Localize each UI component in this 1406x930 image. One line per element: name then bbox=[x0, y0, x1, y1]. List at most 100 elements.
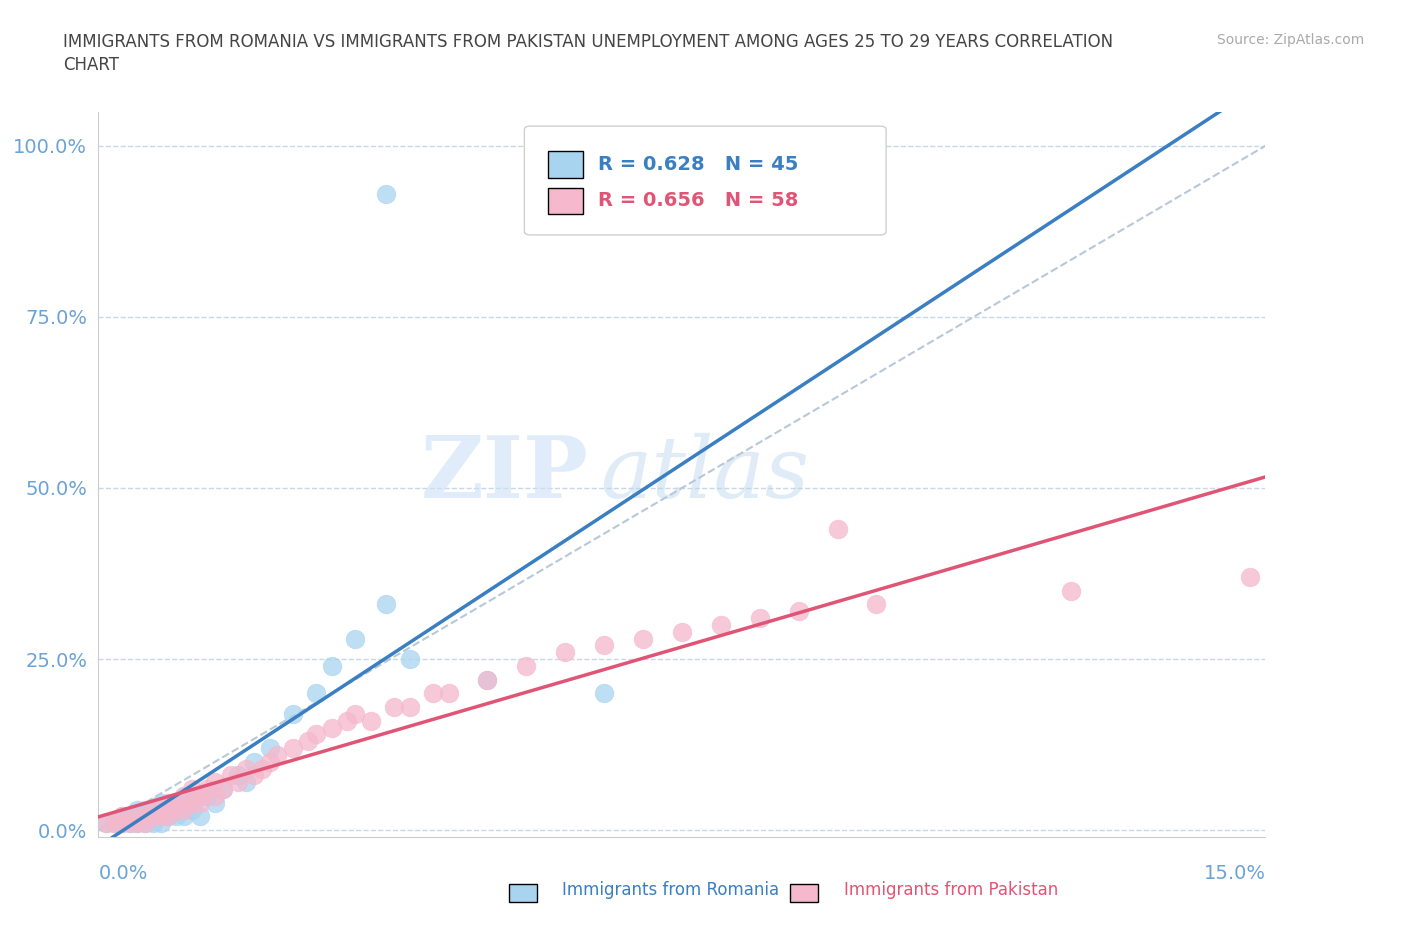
Point bbox=[344, 707, 367, 722]
FancyBboxPatch shape bbox=[548, 188, 582, 214]
Point bbox=[477, 672, 499, 687]
Text: ZIP: ZIP bbox=[420, 432, 589, 516]
Point bbox=[173, 789, 195, 804]
Point bbox=[142, 809, 165, 824]
Point bbox=[422, 685, 444, 700]
Point bbox=[250, 761, 273, 776]
Point bbox=[165, 795, 187, 810]
Point bbox=[118, 809, 141, 824]
Text: 0.0%: 0.0% bbox=[98, 864, 148, 883]
Point bbox=[165, 803, 187, 817]
Point bbox=[593, 638, 616, 653]
FancyBboxPatch shape bbox=[548, 152, 582, 178]
Text: 15.0%: 15.0% bbox=[1204, 864, 1265, 883]
Point bbox=[127, 816, 149, 830]
Point bbox=[127, 816, 149, 830]
Point bbox=[259, 754, 281, 769]
Point bbox=[375, 186, 398, 201]
Point bbox=[142, 803, 165, 817]
Point bbox=[204, 795, 226, 810]
Point bbox=[96, 816, 118, 830]
Point bbox=[173, 809, 195, 824]
Point bbox=[149, 809, 172, 824]
Point bbox=[321, 658, 343, 673]
Point bbox=[188, 789, 211, 804]
Text: Immigrants from Pakistan: Immigrants from Pakistan bbox=[844, 881, 1057, 898]
Point bbox=[111, 809, 134, 824]
Point bbox=[243, 768, 266, 783]
Point bbox=[631, 631, 654, 646]
Point bbox=[118, 816, 141, 830]
Point bbox=[336, 713, 359, 728]
Text: R = 0.656   N = 58: R = 0.656 N = 58 bbox=[598, 192, 799, 210]
Point bbox=[195, 789, 218, 804]
Point bbox=[787, 604, 810, 618]
Point bbox=[127, 803, 149, 817]
Point bbox=[188, 789, 211, 804]
Point bbox=[477, 672, 499, 687]
Point bbox=[142, 809, 165, 824]
Point bbox=[149, 795, 172, 810]
Point bbox=[1239, 569, 1261, 584]
Point bbox=[188, 809, 211, 824]
Point bbox=[134, 816, 156, 830]
Point bbox=[180, 795, 202, 810]
Point bbox=[149, 809, 172, 824]
Text: R = 0.628   N = 45: R = 0.628 N = 45 bbox=[598, 155, 799, 174]
Point bbox=[382, 699, 405, 714]
Point bbox=[103, 816, 125, 830]
Point bbox=[321, 720, 343, 735]
Point bbox=[180, 781, 202, 796]
FancyBboxPatch shape bbox=[524, 126, 886, 235]
Point bbox=[437, 685, 460, 700]
Point bbox=[710, 618, 733, 632]
Point bbox=[173, 803, 195, 817]
Point bbox=[103, 816, 125, 830]
Point bbox=[165, 795, 187, 810]
Point bbox=[134, 809, 156, 824]
Point bbox=[142, 816, 165, 830]
Point bbox=[173, 789, 195, 804]
Point bbox=[360, 713, 382, 728]
Point bbox=[111, 816, 134, 830]
Point bbox=[827, 522, 849, 537]
Point bbox=[180, 795, 202, 810]
Point bbox=[235, 775, 257, 790]
Point bbox=[228, 775, 250, 790]
Point bbox=[149, 803, 172, 817]
Point bbox=[149, 816, 172, 830]
Point bbox=[297, 734, 319, 749]
Point bbox=[134, 803, 156, 817]
Point bbox=[748, 611, 770, 626]
Point bbox=[266, 748, 288, 763]
Point bbox=[165, 809, 187, 824]
Point bbox=[212, 781, 235, 796]
Point bbox=[1060, 583, 1083, 598]
Point bbox=[344, 631, 367, 646]
Point bbox=[593, 685, 616, 700]
Text: atlas: atlas bbox=[600, 433, 810, 515]
Point bbox=[515, 658, 537, 673]
Point bbox=[118, 816, 141, 830]
Point bbox=[157, 795, 180, 810]
Point bbox=[212, 781, 235, 796]
Point bbox=[111, 809, 134, 824]
Point bbox=[375, 597, 398, 612]
Text: IMMIGRANTS FROM ROMANIA VS IMMIGRANTS FROM PAKISTAN UNEMPLOYMENT AMONG AGES 25 T: IMMIGRANTS FROM ROMANIA VS IMMIGRANTS FR… bbox=[63, 33, 1114, 74]
Point bbox=[134, 809, 156, 824]
Point bbox=[134, 816, 156, 830]
Point bbox=[671, 624, 693, 639]
Point bbox=[96, 816, 118, 830]
Point bbox=[243, 754, 266, 769]
FancyBboxPatch shape bbox=[790, 884, 818, 902]
Point bbox=[235, 761, 257, 776]
Point bbox=[305, 685, 328, 700]
Point bbox=[865, 597, 887, 612]
Point bbox=[204, 775, 226, 790]
Text: Immigrants from Romania: Immigrants from Romania bbox=[562, 881, 779, 898]
Point bbox=[398, 699, 420, 714]
Point bbox=[188, 795, 211, 810]
Point bbox=[219, 768, 242, 783]
Text: Source: ZipAtlas.com: Source: ZipAtlas.com bbox=[1216, 33, 1364, 46]
Point bbox=[228, 768, 250, 783]
